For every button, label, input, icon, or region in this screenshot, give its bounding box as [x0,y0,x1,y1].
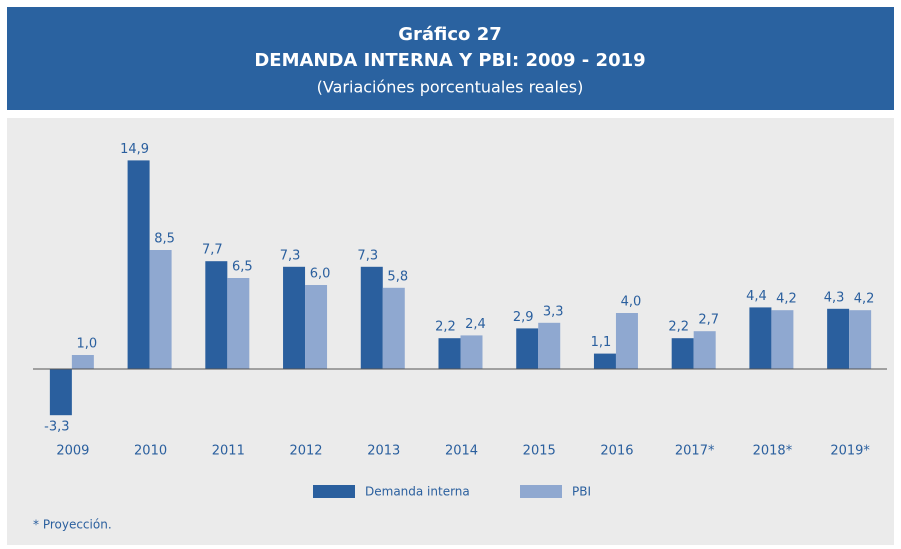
data-label: 14,9 [120,142,149,157]
bar [827,308,850,369]
data-label: 7,3 [280,248,301,263]
data-label: 7,3 [357,248,378,263]
chart-note: (Variaciónes porcentuales reales) [317,78,584,97]
bar [749,307,772,369]
bar [593,353,616,369]
bar [460,335,483,369]
data-label: -3,3 [44,420,69,435]
bar [438,338,461,369]
data-label: 4,2 [854,292,875,307]
bar [849,310,872,369]
data-label: 2,9 [513,310,534,325]
legend-swatch [313,485,355,498]
x-tick-label: 2009 [56,444,89,459]
x-tick-label: 2010 [134,444,167,459]
bar [227,278,250,369]
bar [305,285,328,369]
bar [538,322,561,369]
data-label: 1,0 [77,337,98,352]
data-label: 6,0 [310,267,331,282]
bar [382,287,405,369]
x-tick-label: 2012 [289,444,322,459]
bar [771,310,794,369]
x-tick-label: 2017* [675,444,715,459]
data-label: 1,1 [591,335,612,350]
data-label: 2,7 [698,313,719,328]
data-label: 7,7 [202,243,223,258]
data-label: 4,3 [824,290,845,305]
chart-title: Gráfico 27 [398,24,502,45]
data-label: 4,2 [776,292,797,307]
bar [71,355,94,369]
data-label: 2,2 [668,320,689,335]
bar [516,328,539,369]
legend-label: Demanda interna [365,485,470,499]
footnote: * Proyección. [33,518,112,532]
chart-subtitle: DEMANDA INTERNA Y PBI: 2009 - 2019 [254,50,645,71]
bar [283,266,306,369]
data-label: 8,5 [154,232,175,247]
data-label: 4,0 [621,295,642,310]
bar [360,266,383,369]
data-label: 2,4 [465,317,486,332]
header-box [7,7,894,110]
data-label: 6,5 [232,260,253,275]
bar [205,261,228,369]
x-tick-label: 2019* [830,444,870,459]
x-tick-label: 2014 [445,444,478,459]
data-label: 4,4 [746,289,767,304]
bar [127,160,150,369]
legend-swatch [520,485,562,498]
bar [671,338,694,369]
x-tick-label: 2015 [523,444,556,459]
data-label: 2,2 [435,320,456,335]
bar [149,250,172,369]
data-label: 3,3 [543,304,564,319]
data-label: 5,8 [387,269,408,284]
bar [615,313,638,369]
x-tick-label: 2013 [367,444,400,459]
x-tick-label: 2018* [753,444,793,459]
bar [49,369,72,416]
legend-label: PBI [572,485,591,499]
x-tick-label: 2011 [212,444,245,459]
bar [693,331,716,369]
x-tick-label: 2016 [600,444,633,459]
